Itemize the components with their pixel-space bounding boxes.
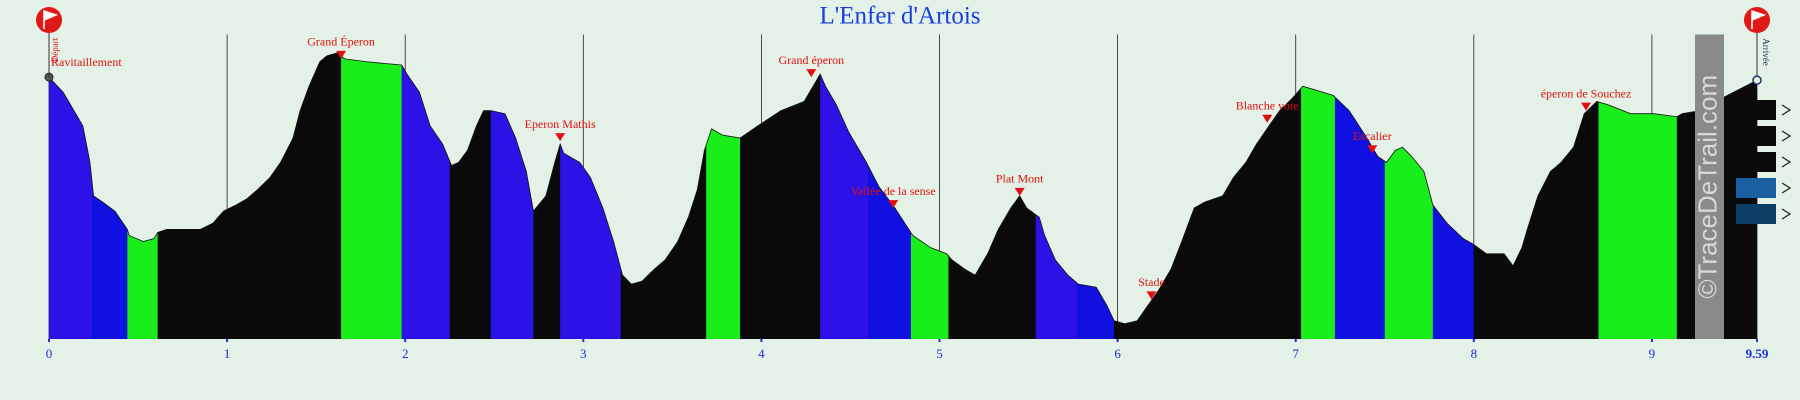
start-flag (36, 7, 62, 33)
start-flag-icon (43, 9, 59, 29)
annotation-label: Grand Éperon (307, 35, 375, 49)
control-chevron (1781, 104, 1792, 116)
control-button (1736, 152, 1776, 172)
profile-segment (341, 52, 403, 339)
x-tick-label: 0 (46, 346, 53, 361)
x-tick-label: 7 (1292, 346, 1299, 361)
control-button (1736, 178, 1776, 198)
x-tick-label: 6 (1114, 346, 1121, 361)
annotation-label: Ravitaillement (51, 55, 122, 69)
x-tick-label: 9.59 (1746, 346, 1769, 361)
annotation-marker (1367, 145, 1378, 154)
finish-marker (1752, 75, 1762, 85)
annotation-marker (555, 133, 566, 142)
annotation-marker (806, 69, 817, 78)
finish-label: Arrivée (1761, 38, 1771, 65)
annotation-label: Blanche voie (1236, 99, 1299, 113)
annotation-label: Plat Mont (996, 172, 1044, 186)
annotation-marker (1146, 291, 1157, 300)
x-tick-label: 3 (580, 346, 587, 361)
x-tick-label: 4 (758, 346, 765, 361)
x-tick-label: 1 (224, 346, 231, 361)
start-label: Départ (50, 37, 60, 62)
annotation-marker (1014, 187, 1025, 196)
annotation-marker (1262, 114, 1273, 123)
x-tick-label: 5 (936, 346, 943, 361)
control-chevron (1781, 182, 1792, 194)
annotation-label: Stade (1138, 275, 1165, 289)
control-button (1736, 100, 1776, 120)
control-chevron (1781, 208, 1792, 220)
annotation-label: Vallée de la sense (851, 184, 936, 198)
profile-line (48, 52, 1758, 325)
control-chevron (1781, 130, 1792, 142)
x-tick-label: 8 (1471, 346, 1478, 361)
control-button (1736, 126, 1776, 146)
finish-flag (1744, 7, 1770, 33)
annotation-label: éperon de Souchez (1541, 86, 1632, 100)
finish-flag-icon (1751, 9, 1767, 29)
profile-segment (1301, 52, 1336, 339)
chart-title: L'Enfer d'Artois (819, 3, 980, 30)
annotation-label: Eperon Mathis (525, 117, 596, 131)
annotation-marker (888, 200, 899, 209)
watermark-box (1695, 34, 1724, 339)
annotation-marker (1581, 102, 1592, 111)
watermark: ©TraceDeTrail.com (1692, 75, 1722, 299)
x-tick-label: 9 (1649, 346, 1656, 361)
x-tick-label: 2 (402, 346, 409, 361)
annotation-label: Grand éperon (778, 53, 844, 67)
control-button (1736, 204, 1776, 224)
annotation-label: Escalier (1353, 129, 1392, 143)
control-chevron (1781, 156, 1792, 168)
annotation-marker (336, 50, 347, 59)
